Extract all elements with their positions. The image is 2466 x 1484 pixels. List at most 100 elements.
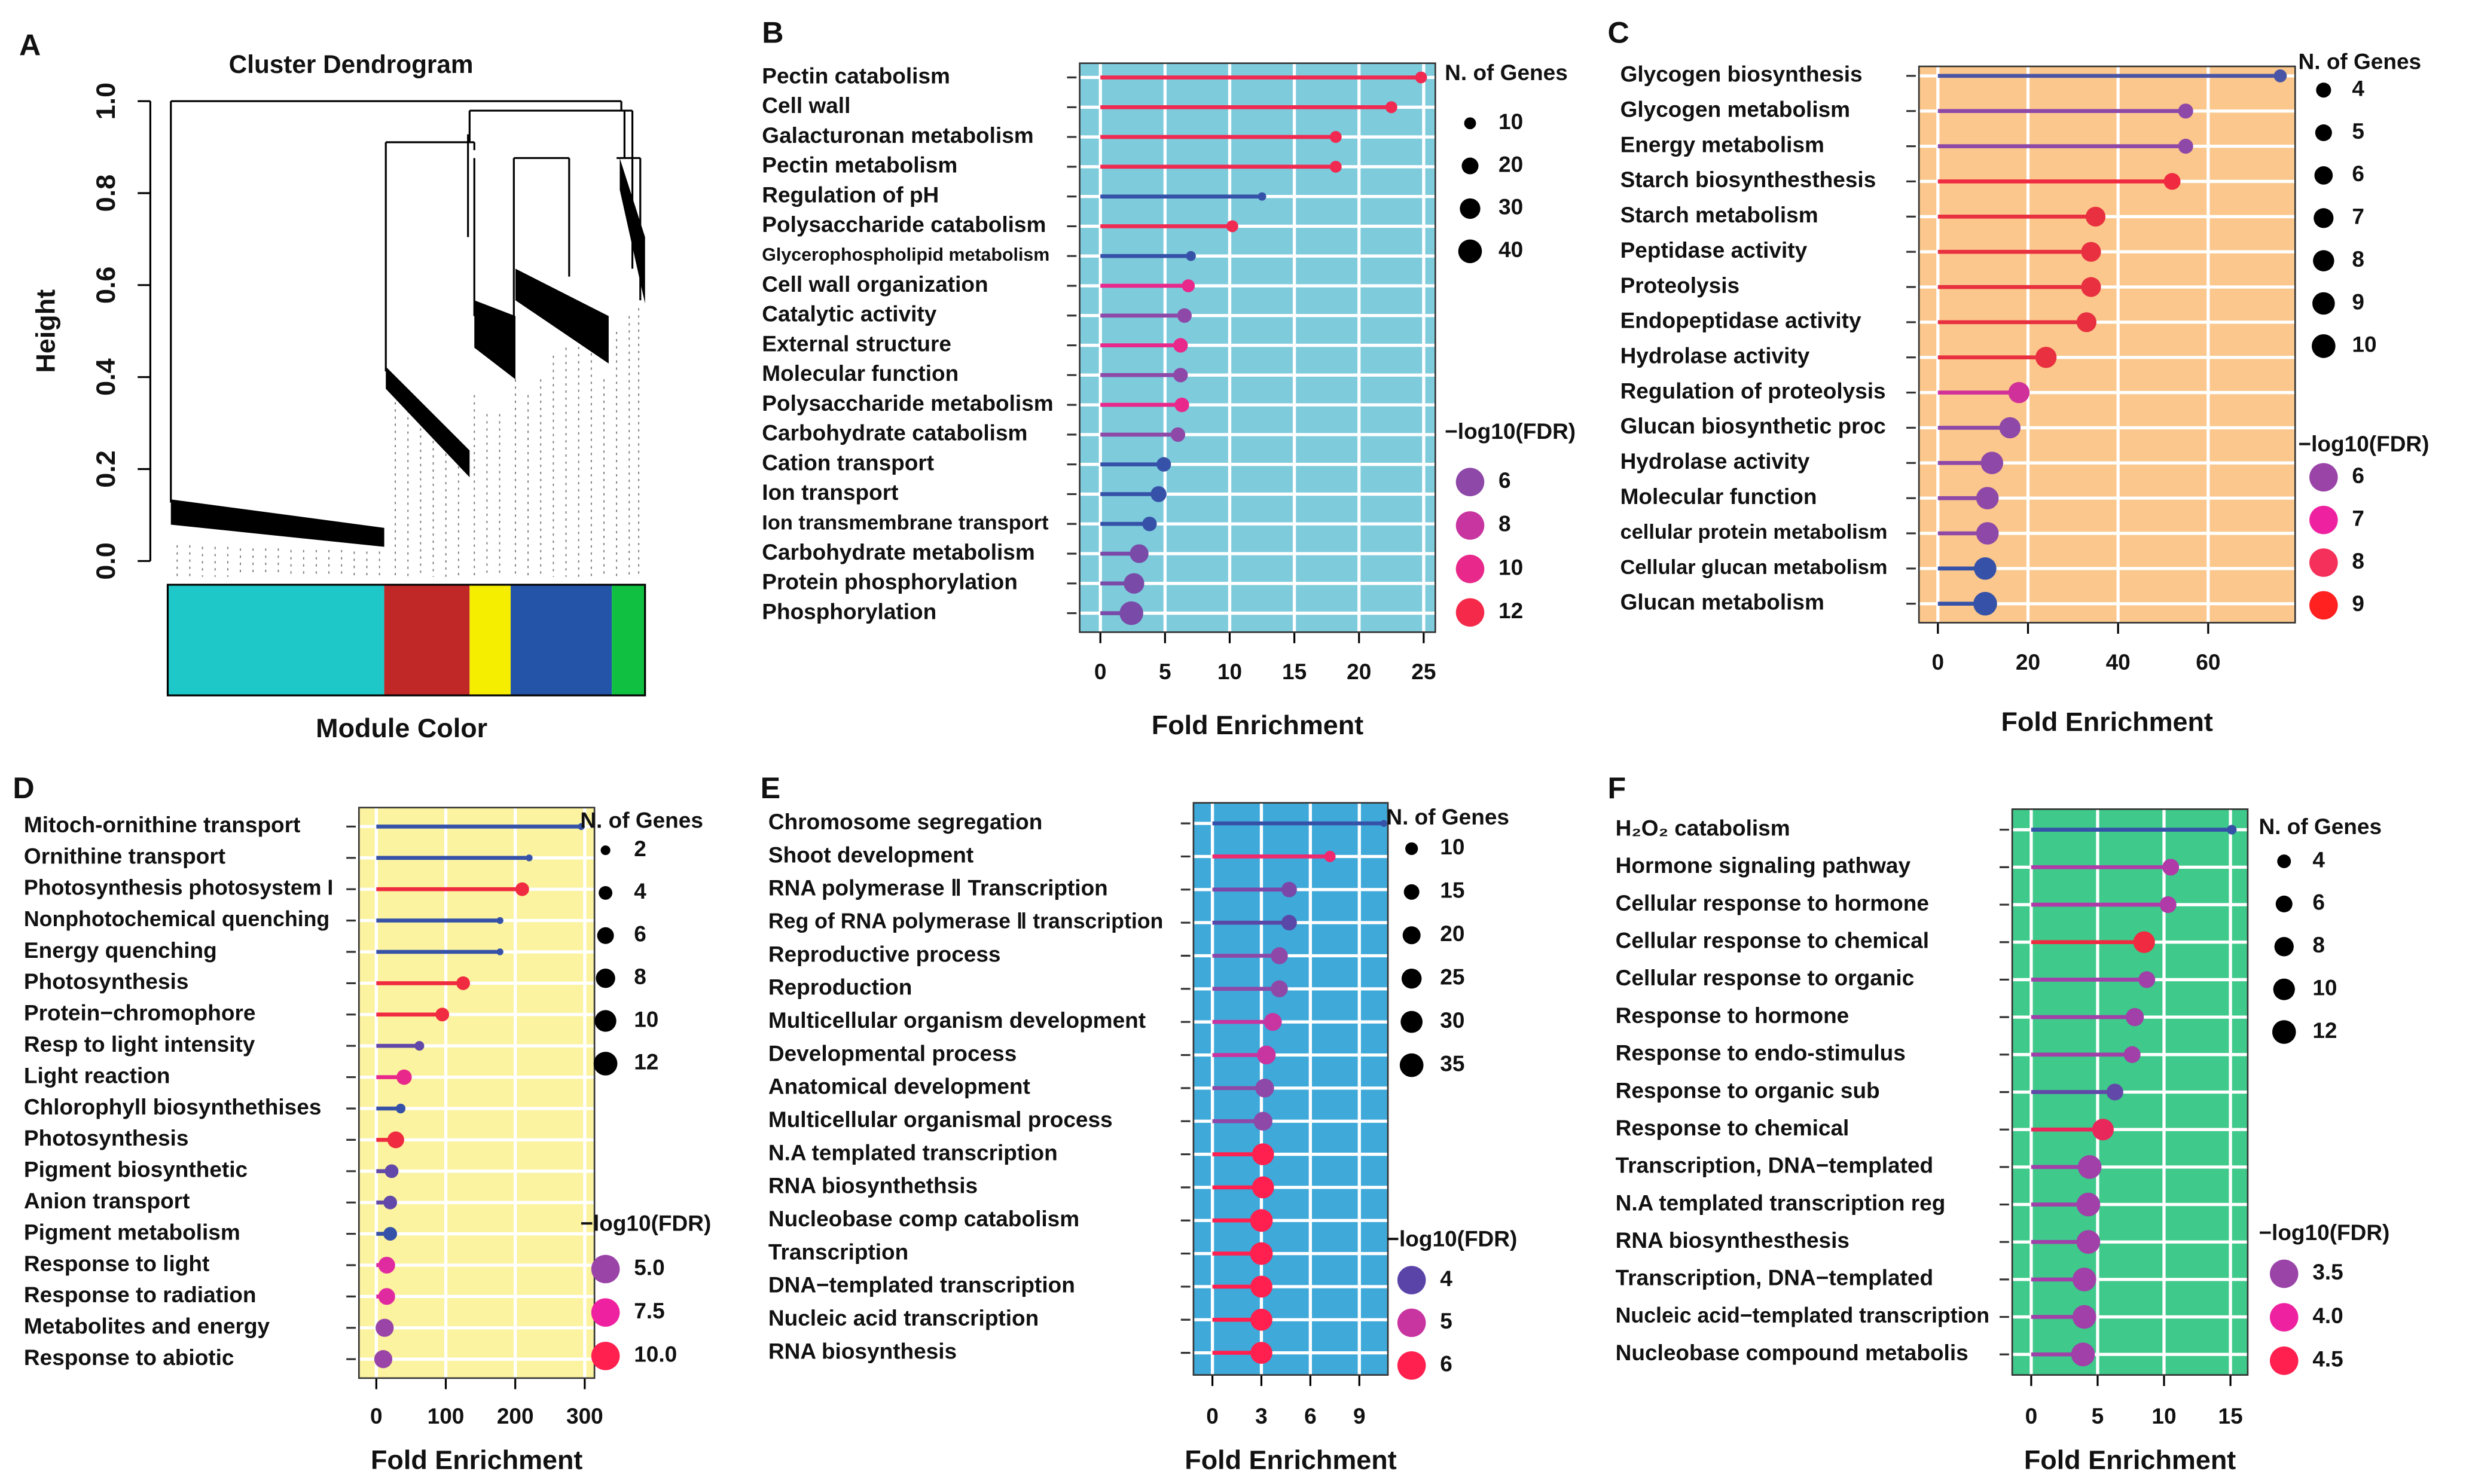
legend-label: 5 xyxy=(2352,119,2364,143)
category-label: Reproductive process xyxy=(768,942,1001,966)
panel-letter: F xyxy=(1607,771,1626,805)
legend-label: 6 xyxy=(2352,161,2364,186)
category-label: Polysaccharide catabolism xyxy=(762,212,1046,237)
legend-label: 9 xyxy=(2352,289,2364,314)
panel-letter: B xyxy=(762,16,783,49)
point xyxy=(1130,544,1149,563)
category-label: Mitoch-ornithine transport xyxy=(24,813,300,837)
category-label: Response to organic sub xyxy=(1616,1078,1880,1103)
legend-size-key xyxy=(1460,198,1481,219)
category-label: Cellular glucan metabolism xyxy=(1620,556,1888,579)
point xyxy=(1255,1079,1274,1098)
category-label: RNA biosynthethsis xyxy=(768,1174,978,1198)
category-label: Galacturonan metabolism xyxy=(762,123,1033,148)
legend-label: 8 xyxy=(634,964,646,989)
point xyxy=(526,854,533,862)
category-label: Glycerophospholipid metabolism xyxy=(762,245,1049,265)
point xyxy=(1182,279,1195,292)
category-label: Ion transmembrane transport xyxy=(762,511,1049,534)
legend-label: 30 xyxy=(1440,1008,1464,1033)
legend-size-key xyxy=(1458,239,1482,264)
legend-title: −log10(FDR) xyxy=(2299,432,2430,456)
point xyxy=(2076,1230,2101,1254)
category-label: Chromosome segregation xyxy=(768,810,1042,834)
point xyxy=(1329,131,1342,143)
point xyxy=(1250,1342,1272,1364)
plot-frame xyxy=(1079,62,1436,633)
x-axis-label: Fold Enrichment xyxy=(2001,706,2213,737)
chart-title: Cluster Dendrogram xyxy=(229,50,474,78)
y-tick-label: 0.0 xyxy=(90,542,121,579)
legend-label: 12 xyxy=(634,1050,658,1074)
y-tick-label: 0.6 xyxy=(90,267,121,304)
x-tick-label: 0 xyxy=(1206,1404,1219,1428)
legend-label: 10 xyxy=(2352,332,2376,357)
point xyxy=(1252,1176,1274,1199)
category-label: Regulation of proteolysis xyxy=(1620,378,1886,403)
point xyxy=(384,1164,399,1178)
legend-size-key xyxy=(596,968,615,988)
legend-label: 10 xyxy=(1498,555,1523,579)
panel-letter: E xyxy=(761,771,781,805)
point xyxy=(2138,971,2156,988)
legend-size-key xyxy=(2272,1020,2296,1044)
legend-label: 5 xyxy=(1440,1309,1452,1333)
x-tick-label: 300 xyxy=(566,1404,603,1428)
point xyxy=(456,976,471,990)
category-label: Regulation of pH xyxy=(762,182,939,207)
panel-letter: D xyxy=(13,771,34,805)
category-label: Catalytic activity xyxy=(762,302,936,326)
category-label: Proteolysis xyxy=(1620,273,1739,298)
legend-label: 7.5 xyxy=(634,1299,664,1323)
legend-size-key xyxy=(2314,208,2334,228)
legend-label: 10 xyxy=(1498,109,1523,134)
legend-label: 6 xyxy=(2312,890,2325,915)
category-label: Reg of RNA polymerase Ⅱ transcription xyxy=(768,909,1163,933)
point xyxy=(383,1195,398,1210)
module-block xyxy=(167,584,384,696)
point xyxy=(2071,1342,2095,1367)
point xyxy=(1263,1013,1282,1031)
point xyxy=(1281,881,1297,897)
point xyxy=(1250,1242,1273,1265)
legend-label: 7 xyxy=(2352,506,2364,530)
legend-color-key xyxy=(1397,1266,1426,1294)
point xyxy=(376,1318,394,1337)
category-label: Cellular response to organic xyxy=(1616,966,1915,990)
x-tick-label: 0 xyxy=(2025,1404,2038,1428)
legend-size-key xyxy=(1402,926,1421,945)
point xyxy=(1271,980,1288,998)
module-block xyxy=(384,584,470,696)
category-label: Pectin metabolism xyxy=(762,153,957,178)
legend-size-key xyxy=(2312,334,2336,358)
point xyxy=(1156,457,1171,472)
category-label: Hormone signaling pathway xyxy=(1616,853,1911,878)
legend-size-key xyxy=(2273,978,2295,1000)
point xyxy=(515,882,529,896)
legend-label: 6 xyxy=(1440,1352,1452,1376)
category-label: Transcription, DNA−templated xyxy=(1616,1153,1933,1178)
legend-title: N. of Genes xyxy=(580,808,703,832)
y-axis-label: Height xyxy=(30,289,60,373)
point xyxy=(1999,417,2021,439)
legend-label: 9 xyxy=(2352,591,2364,616)
category-label: Hydrolase activity xyxy=(1620,344,1810,368)
legend-label: 6 xyxy=(2352,463,2364,488)
category-label: Cation transport xyxy=(762,450,934,475)
legend-size-key xyxy=(2316,83,2331,98)
x-axis-label: Fold Enrichment xyxy=(371,1445,582,1475)
module-frame xyxy=(166,584,646,697)
point xyxy=(2123,1046,2141,1063)
legend-title: N. of Genes xyxy=(2299,50,2422,74)
category-label: Photosynthesis xyxy=(24,969,189,994)
point xyxy=(1250,1209,1273,1232)
plot-frame xyxy=(2011,808,2249,1376)
legend-label: 7 xyxy=(2352,204,2364,229)
category-label: Molecular function xyxy=(1620,484,1817,509)
legend-size-key xyxy=(2274,937,2294,957)
point xyxy=(1385,101,1397,114)
legend-size-key xyxy=(1401,968,1422,989)
category-label: Photosynthesis photosystem I xyxy=(24,876,333,900)
category-label: Glucan metabolism xyxy=(1620,590,1824,614)
legend-size-key xyxy=(2314,166,2333,185)
